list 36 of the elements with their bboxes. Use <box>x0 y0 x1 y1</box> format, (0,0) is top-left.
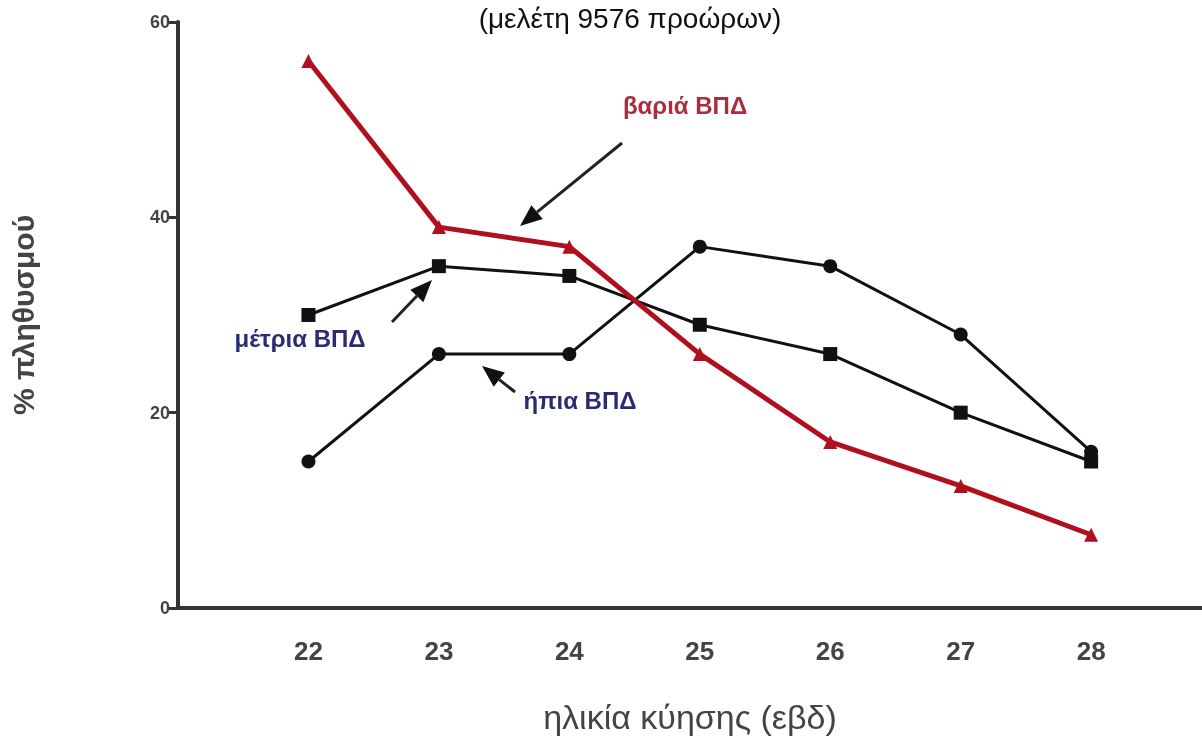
x-tick-label: 26 <box>815 636 845 666</box>
y-tick-label: 40 <box>149 207 170 228</box>
series-label: ήπια ΒΠΔ <box>523 386 637 414</box>
point <box>692 239 707 254</box>
point <box>823 434 838 449</box>
point <box>301 308 316 322</box>
point <box>953 405 968 420</box>
y-tick-label: 0 <box>159 598 170 618</box>
x-tick-label: 22 <box>293 636 323 666</box>
y-tick-label: 20 <box>149 402 170 423</box>
x-axis-title: ηλικία κύησης (εβδ) <box>543 698 837 736</box>
y-tick-label: 60 <box>149 12 170 32</box>
x-tick-label: 23 <box>424 636 454 666</box>
point <box>301 454 316 469</box>
point <box>953 327 968 342</box>
point <box>431 220 446 235</box>
point <box>692 347 707 362</box>
point <box>431 259 446 274</box>
x-tick-label: 27 <box>946 636 976 666</box>
point <box>562 239 577 254</box>
x-tick-label: 25 <box>685 636 715 666</box>
point <box>562 347 577 362</box>
chart-title: (μελέτη 9576 προώρων) <box>478 2 782 34</box>
point <box>301 54 316 69</box>
point <box>953 478 968 493</box>
y-axis-title: % πληθυσμού <box>6 214 40 416</box>
point <box>1084 527 1099 542</box>
point <box>562 268 577 283</box>
series-label: μέτρια ΒΠΔ <box>234 324 366 352</box>
point <box>823 259 838 274</box>
point <box>431 347 446 362</box>
x-tick-label: 28 <box>1076 636 1106 666</box>
point <box>692 317 707 332</box>
point <box>823 347 838 362</box>
x-tick-label: 24 <box>554 636 585 666</box>
text: βαριά ΒΠΔ <box>622 91 748 119</box>
